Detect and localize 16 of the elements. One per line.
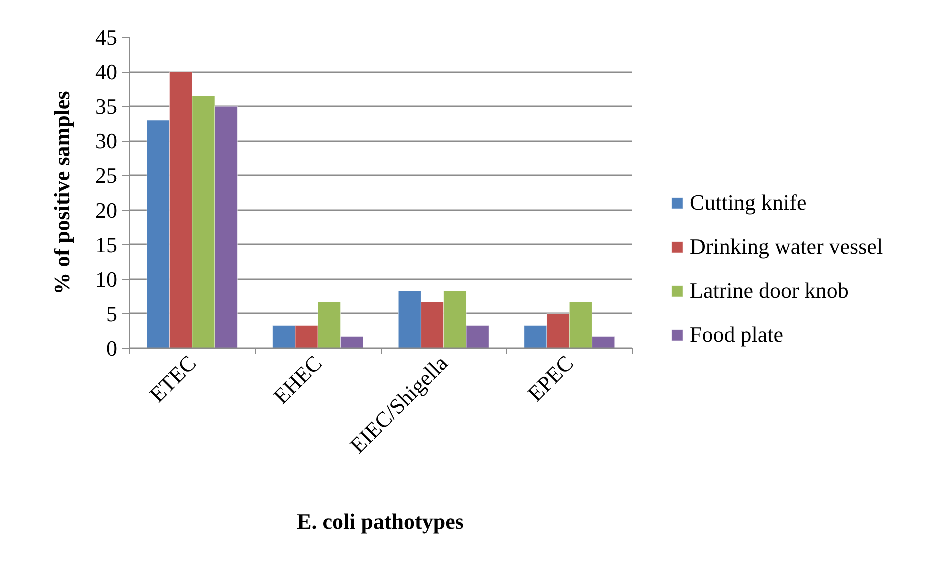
y-tick-label: 40 xyxy=(96,60,118,85)
x-axis-title: E. coli pathotypes xyxy=(297,508,464,536)
y-tick-label: 15 xyxy=(96,232,118,258)
y-tick-label: 35 xyxy=(96,94,118,120)
legend-label: Food plate xyxy=(690,322,784,348)
legend-label: Cutting knife xyxy=(690,190,807,216)
y-tick-label: 5 xyxy=(106,301,118,326)
legend-label: Latrine door knob xyxy=(690,278,849,304)
y-axis-title: % of positive samples xyxy=(50,90,74,295)
y-tick-label: 25 xyxy=(96,163,118,188)
y-tick-label: 30 xyxy=(96,128,118,154)
legend-label: Drinking water vessel xyxy=(690,234,884,260)
y-tick-label: 0 xyxy=(106,336,118,361)
y-tick-label: 10 xyxy=(96,266,118,292)
y-tick-label: 45 xyxy=(96,25,118,50)
y-tick-label: 20 xyxy=(96,198,118,223)
